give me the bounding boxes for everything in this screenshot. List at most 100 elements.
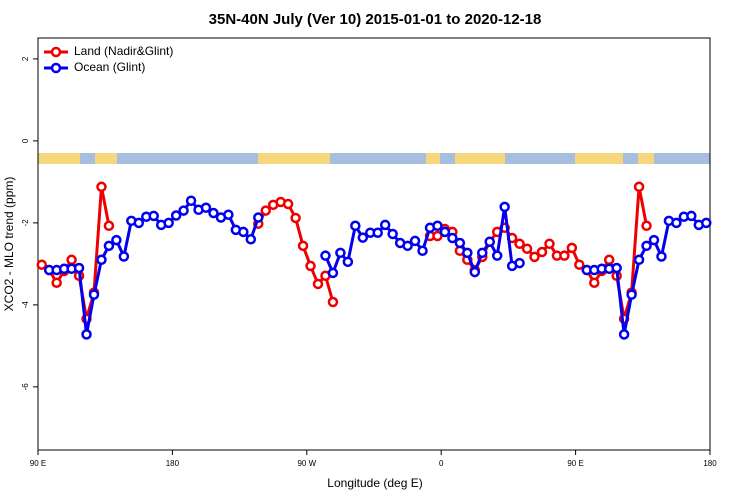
data-point (454, 237, 466, 249)
data-point (439, 226, 451, 238)
data-point (656, 251, 667, 262)
y-tick-label: -4 (21, 301, 30, 309)
legend-marker (50, 62, 62, 74)
data-point (469, 266, 481, 278)
data-point (36, 259, 47, 270)
mask-land (638, 153, 654, 164)
data-point (66, 254, 77, 266)
x-tick-label: 90 E (567, 459, 583, 468)
data-point (312, 278, 324, 290)
data-point (618, 329, 630, 340)
data-point (223, 209, 234, 220)
data-point (282, 198, 294, 210)
data-point (51, 277, 62, 288)
data-point (118, 251, 130, 262)
data-point (671, 217, 682, 229)
data-point (417, 245, 428, 257)
x-tick-label: 90 E (30, 459, 46, 468)
data-point (633, 254, 645, 266)
data-point (327, 296, 339, 308)
data-point (626, 289, 637, 300)
data-point (484, 236, 495, 247)
data-point (372, 227, 383, 238)
legend-label: Land (Nadir&Glint) (74, 44, 173, 58)
data-point (648, 234, 660, 246)
data-point (514, 238, 525, 250)
legend-marker (50, 46, 62, 58)
x-axis-label: Longitude (deg E) (327, 476, 422, 490)
data-point (603, 254, 615, 266)
data-point (133, 217, 145, 229)
y-tick-label: -6 (21, 383, 30, 391)
mask-land (426, 153, 440, 164)
data-point (320, 250, 331, 261)
data-point (350, 220, 361, 232)
data-point (185, 195, 197, 207)
data-point (73, 262, 85, 274)
data-point (81, 329, 92, 340)
data-point (103, 220, 115, 232)
y-tick-label: 0 (21, 138, 30, 143)
data-point (432, 220, 443, 232)
data-point (163, 217, 174, 229)
data-point (357, 232, 369, 243)
y-tick-label: -2 (21, 219, 30, 227)
data-point (462, 247, 473, 259)
y-tick-label: 2 (21, 56, 30, 61)
data-point (529, 251, 540, 263)
data-point (409, 235, 421, 247)
data-point (686, 210, 697, 222)
data-point (536, 246, 548, 258)
data-point (633, 181, 645, 193)
data-point (342, 256, 354, 268)
data-point (521, 243, 533, 254)
data-point (566, 242, 578, 254)
data-point (514, 257, 525, 269)
surface-mask (38, 153, 710, 164)
data-point (432, 230, 443, 242)
chart-title: 35N-40N July (Ver 10) 2015-01-01 to 2020… (209, 11, 542, 28)
data-point (297, 240, 309, 252)
data-point (111, 234, 122, 246)
data-point (387, 228, 398, 240)
mask-land (95, 153, 117, 164)
data-point (641, 220, 652, 232)
x-tick-label: 90 W (297, 459, 316, 468)
data-point (611, 262, 622, 274)
data-point (88, 289, 100, 300)
y-axis-label: XCO2 - MLO trend (ppm) (2, 177, 16, 312)
data-point (238, 226, 249, 238)
data-point (208, 207, 219, 219)
x-tick-label: 0 (439, 459, 444, 468)
data-point (447, 232, 458, 244)
data-point (379, 219, 391, 231)
data-point (148, 210, 159, 222)
data-point (103, 240, 115, 252)
data-point (200, 202, 212, 213)
series (43, 195, 712, 340)
data-point (701, 217, 712, 229)
data-point (559, 250, 570, 261)
data-point (253, 212, 264, 223)
data-point (96, 181, 107, 193)
mask-ocean (38, 153, 710, 164)
data-point (327, 267, 339, 279)
x-tick-label: 180 (703, 459, 717, 468)
data-point (178, 205, 189, 216)
data-point (290, 212, 301, 224)
data-point (491, 250, 503, 261)
plot-frame (37, 37, 711, 451)
mask-land (38, 153, 80, 164)
data-point (96, 254, 107, 266)
data-point (499, 201, 510, 213)
data-point (589, 277, 600, 288)
data-point (260, 205, 271, 216)
data-point (641, 240, 652, 252)
mask-land (258, 153, 330, 164)
data-point (544, 238, 555, 250)
data-point (305, 260, 316, 272)
data-point (477, 247, 488, 259)
data-point (335, 247, 346, 259)
